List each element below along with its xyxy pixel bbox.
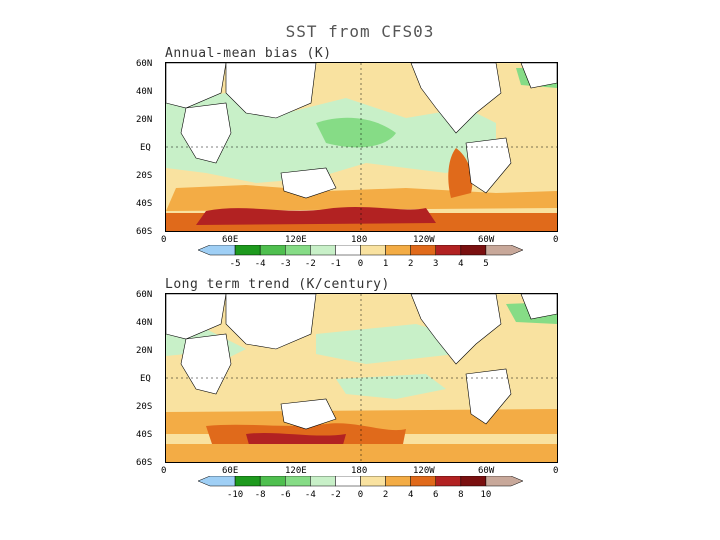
lat-label: 60S <box>136 227 152 235</box>
colorbar-label: -4 <box>255 259 266 269</box>
colorbar-label: 1 <box>383 259 388 269</box>
lon-label: 120W <box>413 235 435 245</box>
lat-label: 20N <box>136 346 152 356</box>
lon-label: 0 <box>161 235 166 245</box>
colorbar-swatch <box>485 476 523 487</box>
colorbar-swatch <box>310 476 336 487</box>
colorbar-label: -4 <box>305 490 316 500</box>
lat-label: 20S <box>136 402 152 412</box>
colorbar-label: -6 <box>280 490 291 500</box>
colorbar-label: 8 <box>458 490 463 500</box>
colorbar-swatch <box>460 476 487 487</box>
colorbar-swatch <box>410 476 437 487</box>
colorbar-label: 0 <box>358 259 363 269</box>
colorbar-swatch <box>360 476 386 487</box>
colorbar-bias: -5 -4 -3 -2 -1 0 1 2 3 4 5 <box>198 245 523 269</box>
lat-label: 40S <box>136 430 152 440</box>
colorbar-swatch <box>234 245 261 256</box>
lon-label: 120E <box>285 466 307 476</box>
lat-label: EQ <box>140 143 151 153</box>
lon-label: 0 <box>553 235 558 245</box>
lon-label: 60E <box>222 235 238 245</box>
colorbar-label: 4 <box>458 259 463 269</box>
colorbar-swatch <box>360 245 386 256</box>
colorbar-label: -3 <box>280 259 291 269</box>
lon-label: 0 <box>161 466 166 476</box>
lon-label: 120E <box>285 235 307 245</box>
colorbar-trend: -10 -8 -6 -4 -2 0 2 4 6 8 10 <box>198 476 523 500</box>
trend-map <box>165 293 558 463</box>
colorbar-swatch <box>285 245 311 256</box>
lon-label: 60E <box>222 466 238 476</box>
colorbar-swatch <box>335 476 361 487</box>
bias-map <box>165 62 558 232</box>
colorbar-swatch <box>335 245 361 256</box>
lat-label: 60N <box>136 290 152 300</box>
lat-label: 40N <box>136 87 152 97</box>
panel-1-title: Annual-mean bias (K) <box>165 46 332 61</box>
colorbar-swatch <box>485 245 523 256</box>
colorbar-swatch <box>410 245 437 256</box>
lat-label: 60N <box>136 59 152 69</box>
colorbar-swatch <box>310 245 336 256</box>
lat-label: EQ <box>140 374 151 384</box>
colorbar-label: -10 <box>227 490 243 500</box>
colorbar-label: -5 <box>230 259 241 269</box>
colorbar-swatch <box>385 476 411 487</box>
colorbar-label: 10 <box>480 490 491 500</box>
lat-label: 40N <box>136 318 152 328</box>
colorbar-swatch <box>435 476 462 487</box>
lon-label: 120W <box>413 466 435 476</box>
lat-label: 20S <box>136 171 152 181</box>
lon-label: 0 <box>553 466 558 476</box>
colorbar-swatch <box>259 476 286 487</box>
lon-label: 60W <box>478 466 495 476</box>
colorbar-swatch <box>460 245 487 256</box>
colorbar-label: -2 <box>330 490 341 500</box>
colorbar-label: -1 <box>330 259 341 269</box>
lat-label: 20N <box>136 115 152 125</box>
colorbar-swatch <box>285 476 311 487</box>
lon-label: 180 <box>351 466 367 476</box>
colorbar-label: 2 <box>408 259 413 269</box>
lat-label: 60S <box>136 458 152 466</box>
panel-2-title: Long term trend (K/century) <box>165 277 390 292</box>
colorbar-label: 4 <box>408 490 413 500</box>
colorbar-label: 3 <box>433 259 438 269</box>
figure-title: SST from CFS03 <box>285 22 435 41</box>
colorbar-swatch <box>259 245 286 256</box>
lon-label: 180 <box>351 235 367 245</box>
colorbar-swatch <box>198 245 236 256</box>
colorbar-swatch <box>198 476 236 487</box>
colorbar-swatch <box>385 245 411 256</box>
colorbar-label: 2 <box>383 490 388 500</box>
lon-label: 60W <box>478 235 495 245</box>
colorbar-label: 5 <box>483 259 488 269</box>
colorbar-label: 0 <box>358 490 363 500</box>
lat-label: 40S <box>136 199 152 209</box>
colorbar-swatch <box>435 245 462 256</box>
colorbar-label: -8 <box>255 490 266 500</box>
colorbar-swatch <box>234 476 261 487</box>
colorbar-label: 6 <box>433 490 438 500</box>
colorbar-label: -2 <box>305 259 316 269</box>
